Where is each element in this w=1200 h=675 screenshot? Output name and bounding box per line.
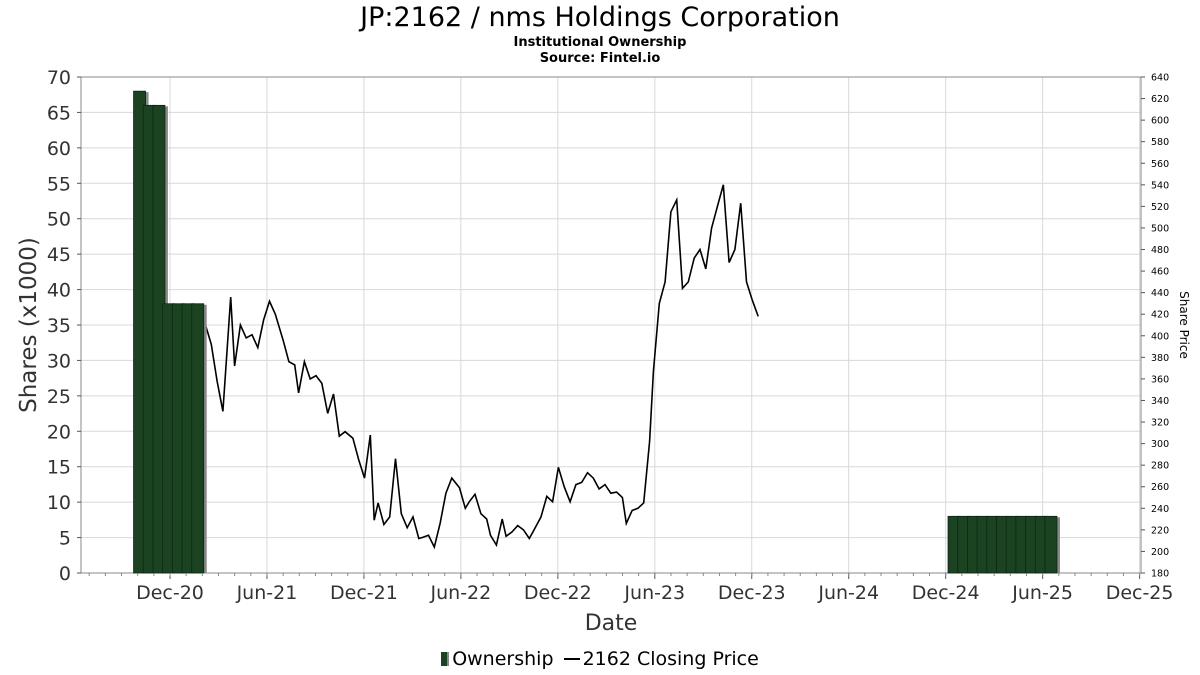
y-tick-label: 35 [47, 315, 71, 337]
y2-tick-label: 400 [1151, 331, 1169, 342]
y-tick-label: 30 [47, 350, 71, 372]
x-tick-label: Jun-21 [236, 582, 298, 604]
ownership-bars [133, 90, 1060, 574]
legend-price-label: 2162 Closing Price [582, 647, 759, 670]
legend: Ownership 2162 Closing Price [0, 646, 1200, 671]
y2-tick-label: 640 [1151, 73, 1169, 84]
legend-ownership-label: Ownership [452, 647, 554, 670]
legend-item-price: 2162 Closing Price [560, 647, 759, 671]
y2-tick-label: 460 [1151, 267, 1169, 278]
x-tick-label: Jun-24 [817, 582, 879, 604]
y2-axis-ticks: 180 200 220 240 260 280 300 320 340 360 380 400 420 4… [1141, 73, 1169, 580]
y-tick-label: 0 [59, 563, 71, 585]
y2-tick-label: 420 [1151, 310, 1169, 321]
y2-tick-label: 520 [1151, 202, 1169, 213]
y2-tick-label: 560 [1151, 159, 1169, 170]
chart-source: Source: Fintel.io [539, 51, 661, 66]
x-tick-label: Dec-20 [136, 582, 204, 604]
x-tick-label: Dec-23 [718, 582, 786, 604]
y2-tick-label: 600 [1151, 116, 1169, 127]
y2-tick-label: 220 [1151, 525, 1169, 536]
x-tick-label: Dec-24 [912, 582, 980, 604]
chart-title: JP:2162 / nms Holdings Corporation [360, 2, 840, 33]
legend-item-ownership: Ownership [441, 647, 554, 671]
y2-tick-label: 580 [1151, 137, 1169, 148]
x-tick-label: Jun-25 [1011, 582, 1073, 604]
y-tick-label: 70 [47, 67, 71, 89]
y2-tick-label: 280 [1151, 461, 1169, 472]
y2-axis-label: Share Price [1177, 291, 1191, 359]
y2-tick-label: 380 [1151, 353, 1169, 364]
y2-tick-label: 620 [1151, 94, 1169, 105]
y2-tick-label: 180 [1151, 569, 1169, 580]
y2-tick-label: 480 [1151, 245, 1169, 256]
y-tick-label: 55 [47, 173, 71, 195]
y2-tick-label: 300 [1151, 439, 1169, 450]
y2-tick-label: 440 [1151, 288, 1169, 299]
x-tick-label: Jun-23 [623, 582, 685, 604]
y2-tick-label: 500 [1151, 223, 1169, 234]
price-line [146, 184, 759, 550]
ownership-swatch-icon [441, 652, 450, 666]
x-tick-label: Jun-22 [430, 582, 492, 604]
y2-tick-label: 360 [1151, 374, 1169, 385]
y-tick-label: 45 [47, 244, 71, 266]
price-swatch-icon [563, 658, 580, 660]
y-tick-label: 65 [47, 102, 71, 124]
x-axis-label: Date [585, 611, 638, 636]
y-tick-label: 25 [47, 386, 71, 408]
y-tick-label: 50 [47, 209, 71, 231]
x-tick-label: Dec-25 [1106, 582, 1174, 604]
ownership-bar [1044, 515, 1058, 574]
y2-tick-label: 340 [1151, 396, 1169, 407]
y2-tick-label: 240 [1151, 504, 1169, 515]
y-axis-label: Shares (x1000) [16, 237, 42, 413]
y-tick-label: 5 [59, 528, 71, 550]
y-tick-label: 40 [47, 280, 71, 302]
y-tick-label: 60 [47, 138, 71, 160]
y-tick-label: 20 [47, 421, 71, 443]
y-tick-label: 15 [47, 457, 71, 479]
x-tick-label: Dec-21 [330, 582, 398, 604]
x-tick-label: Dec-22 [524, 582, 592, 604]
y-tick-label: 10 [47, 492, 71, 514]
chart-subtitle: Institutional Ownership [513, 35, 687, 50]
x-axis-ticks: Dec-20 Jun-21 Dec-21 Jun-22 Dec-22 Jun-23 Dec-… [88, 573, 1174, 604]
grid-lines [81, 76, 1141, 574]
y2-tick-label: 260 [1151, 482, 1169, 493]
y-axis-ticks: 0 5 10 15 20 25 30 35 40 45 50 55 60 65 70 [47, 67, 81, 585]
y2-tick-label: 200 [1151, 547, 1169, 558]
y2-tick-label: 540 [1151, 180, 1169, 191]
y2-tick-label: 320 [1151, 418, 1169, 429]
ownership-bar [191, 303, 205, 574]
